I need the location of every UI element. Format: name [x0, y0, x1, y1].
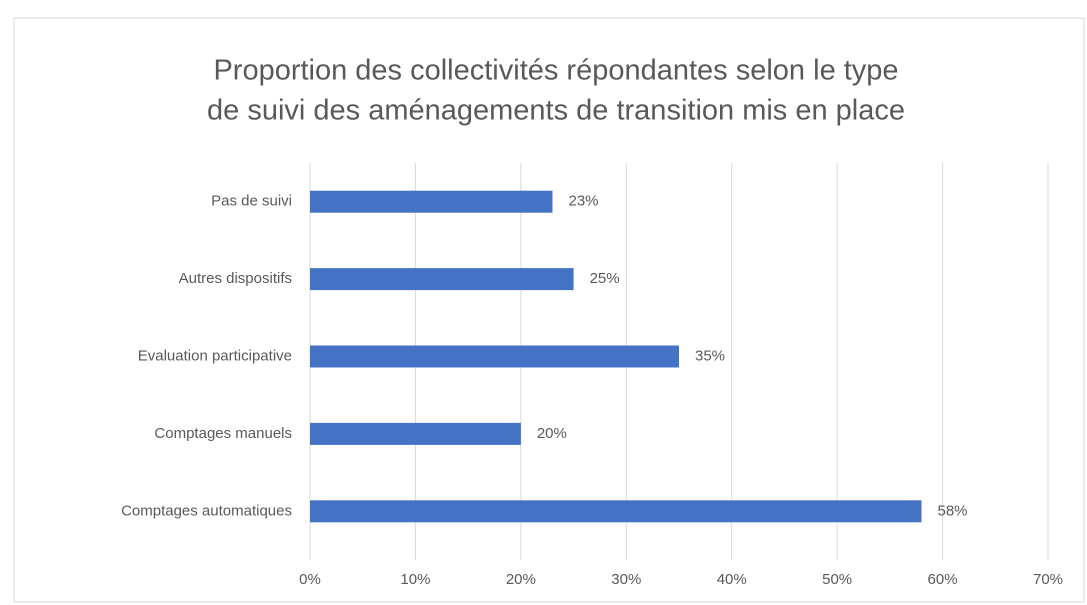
bar [310, 190, 553, 213]
data-label: 25% [590, 270, 620, 287]
data-label: 58% [937, 502, 967, 519]
y-tick-label: Comptages automatiques [121, 502, 292, 519]
bar [310, 268, 574, 291]
x-tick-label: 50% [822, 571, 852, 588]
y-tick-label: Evaluation participative [138, 347, 292, 364]
data-label: 20% [537, 425, 567, 442]
y-tick-label: Pas de suivi [211, 193, 292, 210]
x-tick-label: 40% [717, 571, 747, 588]
bar [310, 422, 521, 445]
x-tick-label: 30% [611, 571, 641, 588]
x-tick-label: 20% [506, 571, 536, 588]
x-tick-label: 0% [299, 571, 321, 588]
x-tick-label: 60% [928, 571, 958, 588]
data-label: 35% [695, 347, 725, 364]
x-tick-label: 70% [1033, 571, 1063, 588]
y-tick-label: Comptages manuels [154, 425, 292, 442]
x-tick-label: 10% [400, 571, 430, 588]
bar [310, 500, 922, 523]
chart-title: Proportion des collectivités répondantes… [213, 55, 898, 87]
data-label: 23% [568, 193, 598, 210]
bar [310, 345, 679, 368]
chart-title: de suivi des aménagements de transition … [207, 95, 905, 127]
y-tick-label: Autres dispositifs [179, 270, 292, 287]
